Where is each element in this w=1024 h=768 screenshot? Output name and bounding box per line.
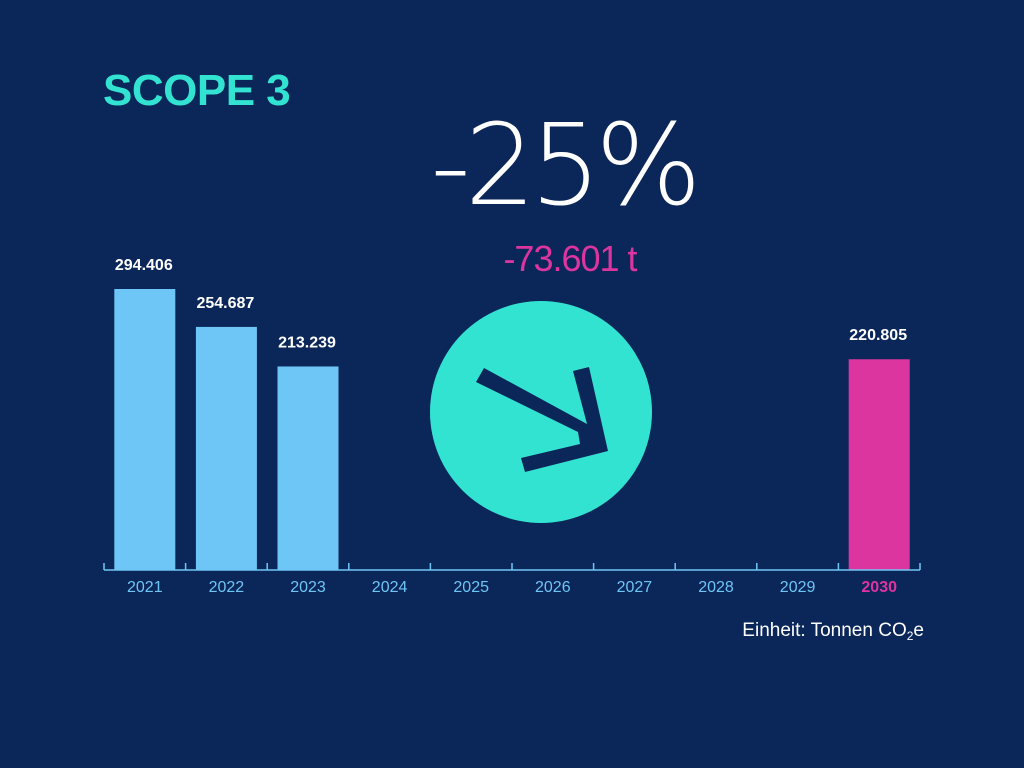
value-label-2022: 254.687	[196, 295, 254, 312]
unit-subscript: 2	[906, 629, 914, 643]
value-label-2030: 220.805	[849, 327, 907, 344]
tick-label-2028: 2028	[698, 579, 734, 596]
tick-label-2024: 2024	[372, 579, 408, 596]
tick-label-2025: 2025	[453, 579, 489, 596]
tick-label-2022: 2022	[209, 579, 245, 596]
reduction-absolute: -73.601 t	[503, 238, 637, 279]
tick-label-2030: 2030	[861, 579, 897, 596]
unit-prefix: Einheit: Tonnen CO	[742, 620, 907, 641]
unit-suffix: e	[913, 620, 924, 641]
bar-2021	[114, 289, 176, 570]
tick-label-2021: 2021	[127, 579, 163, 596]
page-title: SCOPE 3	[103, 66, 291, 115]
value-label-2023: 213.239	[278, 334, 336, 351]
bar-2030	[848, 359, 910, 570]
reduction-percent: -25%	[430, 101, 701, 231]
bars-layer: 294.406 254.687 213.239 220.805	[114, 257, 910, 570]
x-axis: 2021 2022 2023 2024 2025 2026 2027 2028 2029 2030	[103, 563, 921, 596]
bar-2023	[277, 366, 339, 570]
tick-label-2023: 2023	[290, 579, 326, 596]
value-label-2021: 294.406	[115, 257, 173, 274]
arrow-down-right-icon	[430, 301, 652, 523]
unit-label: Einheit: Tonnen CO2e	[742, 620, 924, 643]
bar-2022	[195, 326, 257, 570]
tick-label-2026: 2026	[535, 579, 571, 596]
tick-label-2029: 2029	[780, 579, 816, 596]
tick-label-2027: 2027	[617, 579, 653, 596]
